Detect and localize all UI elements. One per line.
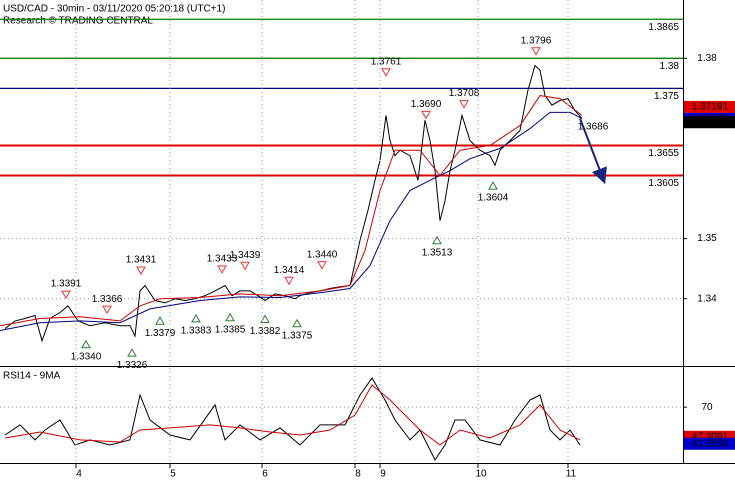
peak-label: 1.3431	[126, 255, 157, 266]
x-tick-label: 9	[380, 469, 386, 480]
peak-label: 1.3440	[307, 249, 338, 260]
peak-label: 1.3690	[411, 99, 442, 110]
trough-marker	[225, 312, 235, 322]
peak-label: 1.3439	[230, 250, 261, 261]
level-label: 1.3655	[648, 148, 679, 159]
trough-marker	[155, 316, 165, 325]
level-label: 1.375	[654, 91, 679, 102]
level-label: 1.38	[660, 61, 680, 72]
trough-marker	[432, 235, 442, 245]
peak-label: 1.3708	[449, 88, 480, 99]
peak-marker	[102, 305, 112, 315]
peak-marker	[459, 100, 469, 109]
trough-label: 1.3379	[145, 328, 176, 339]
last-value-label: 47.3091	[692, 431, 729, 442]
last-value-badge	[684, 437, 735, 450]
trough-label: 1.3604	[478, 193, 509, 204]
panel-title: RSI14 - 9MA	[3, 371, 61, 382]
x-tick-label: 8	[355, 469, 361, 480]
trough-label: 1.3385	[215, 324, 246, 335]
peak-label: 1.3414	[274, 265, 305, 276]
y-tick-label: 1.38	[697, 53, 717, 64]
last-value-badge	[684, 116, 735, 129]
trough-marker	[292, 318, 302, 328]
trough-label: 1.3375	[282, 330, 313, 341]
peak-marker	[217, 265, 227, 274]
peak-marker	[421, 110, 431, 120]
peak-marker	[240, 261, 250, 271]
x-tick-label: 11	[566, 469, 577, 480]
trough-marker	[488, 181, 498, 190]
trough-marker	[81, 339, 91, 349]
forecast-arrow	[579, 118, 607, 185]
trough-label: 1.3383	[181, 326, 212, 337]
peak-label: 1.3433	[207, 253, 238, 264]
trough-label: 1.3382	[250, 326, 281, 337]
last-value-label: 1.36936	[692, 117, 729, 128]
x-tick-label: 10	[475, 469, 487, 480]
trough-label: 1.3513	[422, 247, 453, 258]
series-line	[0, 95, 583, 327]
peak-marker	[284, 276, 294, 286]
peak-marker	[317, 261, 327, 270]
target-label: 1.3686	[578, 121, 609, 132]
peak-label: 1.3761	[371, 56, 402, 67]
peak-label: 1.3391	[51, 279, 82, 290]
chart-title: USD/CAD - 30min - 03/11/2020 05:20:18 (U…	[3, 4, 225, 15]
last-value-label: 1.37191	[692, 102, 729, 113]
trough-marker	[260, 314, 270, 324]
peak-label: 1.3796	[521, 35, 552, 46]
last-value-badge	[684, 100, 735, 113]
y-tick-label: 70	[701, 402, 713, 413]
peak-marker	[531, 47, 541, 56]
y-tick-label: 1.34	[697, 293, 717, 304]
trough-marker	[127, 348, 137, 357]
series-line	[4, 64, 583, 343]
chart-subtitle: Research © TRADING CENTRAL	[3, 16, 153, 27]
level-label: 1.3605	[648, 178, 679, 189]
y-tick-label: 1.35	[697, 233, 717, 244]
trough-marker	[191, 313, 201, 323]
peak-marker	[61, 290, 71, 300]
x-tick-label: 5	[170, 469, 176, 480]
x-tick-label: 4	[76, 469, 82, 480]
x-tick-label: 6	[262, 469, 268, 480]
trough-label: 1.3326	[117, 360, 148, 371]
last-value-label: 41.9558	[692, 438, 729, 449]
series-line	[0, 111, 583, 331]
peak-marker	[136, 266, 146, 276]
level-label: 1.3865	[648, 22, 679, 33]
series-line	[4, 384, 581, 446]
peak-label: 1.3366	[92, 294, 123, 305]
series-line	[4, 377, 581, 461]
trough-label: 1.3340	[71, 351, 102, 362]
peak-marker	[381, 68, 391, 77]
